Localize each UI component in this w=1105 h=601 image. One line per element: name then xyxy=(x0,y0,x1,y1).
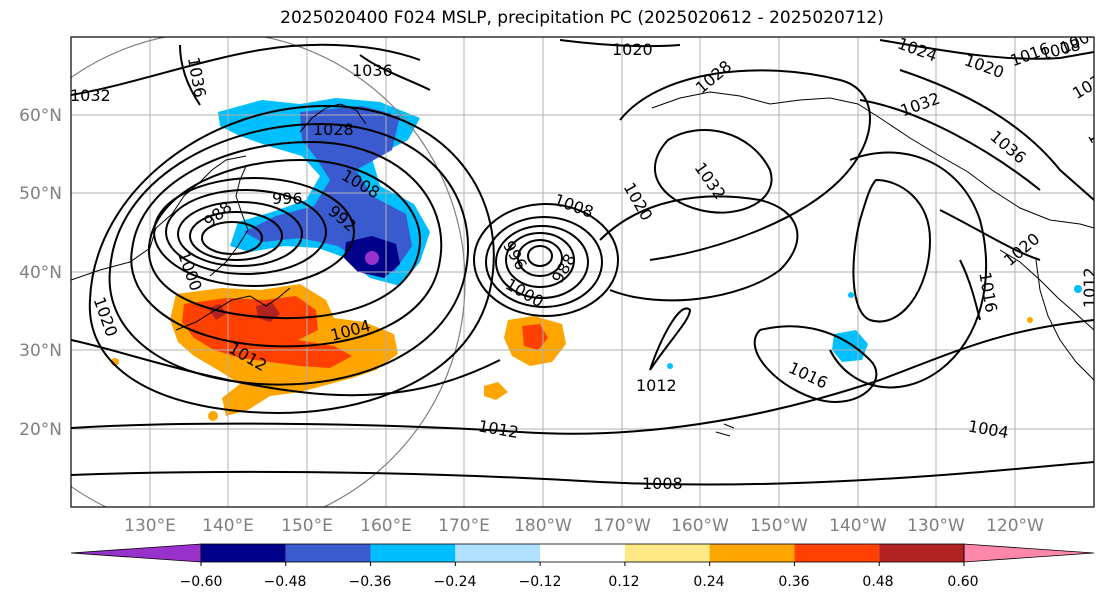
contour-label: 996 xyxy=(272,189,303,208)
colorbar-segment xyxy=(709,544,795,562)
lat-label: 30°N xyxy=(19,341,62,361)
contour-label: 1036 xyxy=(352,61,393,80)
lon-label: 150°E xyxy=(281,516,333,536)
contour-label: 1008 xyxy=(642,474,683,493)
colorbar-tick-labels: −0.60 −0.48 −0.36 −0.24 −0.12 0.12 0.24 … xyxy=(180,574,979,590)
contour-label: 1012 xyxy=(636,376,677,395)
lon-label: 160°E xyxy=(360,516,412,536)
colorbar-segment xyxy=(624,544,710,562)
lat-label: 50°N xyxy=(19,184,62,204)
lat-label: 40°N xyxy=(19,263,62,283)
lon-label: 150°W xyxy=(750,516,808,536)
colorbar-extend-low xyxy=(70,543,202,563)
isobars xyxy=(71,39,1094,486)
colorbar-segment xyxy=(201,544,286,562)
lon-label: 120°W xyxy=(986,516,1044,536)
colorbar-tick-label: −0.24 xyxy=(434,574,477,590)
lon-label: 130°W xyxy=(907,516,965,536)
colorbar-tick-label: 0.12 xyxy=(608,574,639,590)
colorbar-segment xyxy=(794,544,880,562)
colorbar: −0.60 −0.48 −0.36 −0.24 −0.12 0.12 0.24 … xyxy=(70,543,1095,590)
longitude-labels: 130°E 140°E 150°E 160°E 170°E 180°W 170°… xyxy=(124,516,1044,536)
contour-label: 1012 xyxy=(1080,267,1099,308)
colorbar-tick-label: 0.36 xyxy=(778,574,809,590)
colorbar-tick-label: −0.48 xyxy=(264,574,307,590)
gridlines xyxy=(71,37,1094,507)
colorbar-tick-label: 0.48 xyxy=(862,574,893,590)
lon-label: 180°W xyxy=(514,516,572,536)
lon-label: 140°E xyxy=(202,516,254,536)
colorbar-outline xyxy=(200,543,965,563)
lon-label: 170°W xyxy=(593,516,651,536)
colorbar-segments xyxy=(70,543,1095,563)
colorbar-segment xyxy=(879,544,964,562)
colorbar-extend-high xyxy=(963,543,1095,563)
colorbar-segment xyxy=(455,544,541,562)
map-frame xyxy=(70,36,1095,508)
colorbar-tick-label: 0.24 xyxy=(693,574,724,590)
colorbar-segment xyxy=(285,544,371,562)
colorbar-tick-label: −0.12 xyxy=(519,574,562,590)
coastlines xyxy=(71,91,1094,437)
colorbar-segment xyxy=(370,544,456,562)
lon-label: 170°E xyxy=(438,516,490,536)
contour-label: 1032 xyxy=(70,86,111,105)
colorbar-tick-label: 0.60 xyxy=(947,574,978,590)
lon-label: 160°W xyxy=(671,516,729,536)
colorbar-segment xyxy=(540,544,625,562)
contour-label: 1028 xyxy=(313,120,354,139)
colorbar-ticks xyxy=(200,562,965,566)
lon-label: 140°W xyxy=(829,516,887,536)
colorbar-tick-label: −0.60 xyxy=(180,574,223,590)
lat-label: 20°N xyxy=(19,420,62,440)
latitude-labels: 60°N 50°N 40°N 30°N 20°N xyxy=(19,106,62,440)
map-area: 1032 1036 1028 1020 1028 1024 1020 1016 … xyxy=(70,37,1099,507)
lat-label: 60°N xyxy=(19,106,62,126)
lon-label: 130°E xyxy=(124,516,176,536)
colorbar-tick-label: −0.36 xyxy=(349,574,392,590)
map-title: 2025020400 F024 MSLP, precipitation PC (… xyxy=(280,8,884,28)
region-circle xyxy=(71,37,466,507)
contour-label: 1020 xyxy=(612,40,653,59)
